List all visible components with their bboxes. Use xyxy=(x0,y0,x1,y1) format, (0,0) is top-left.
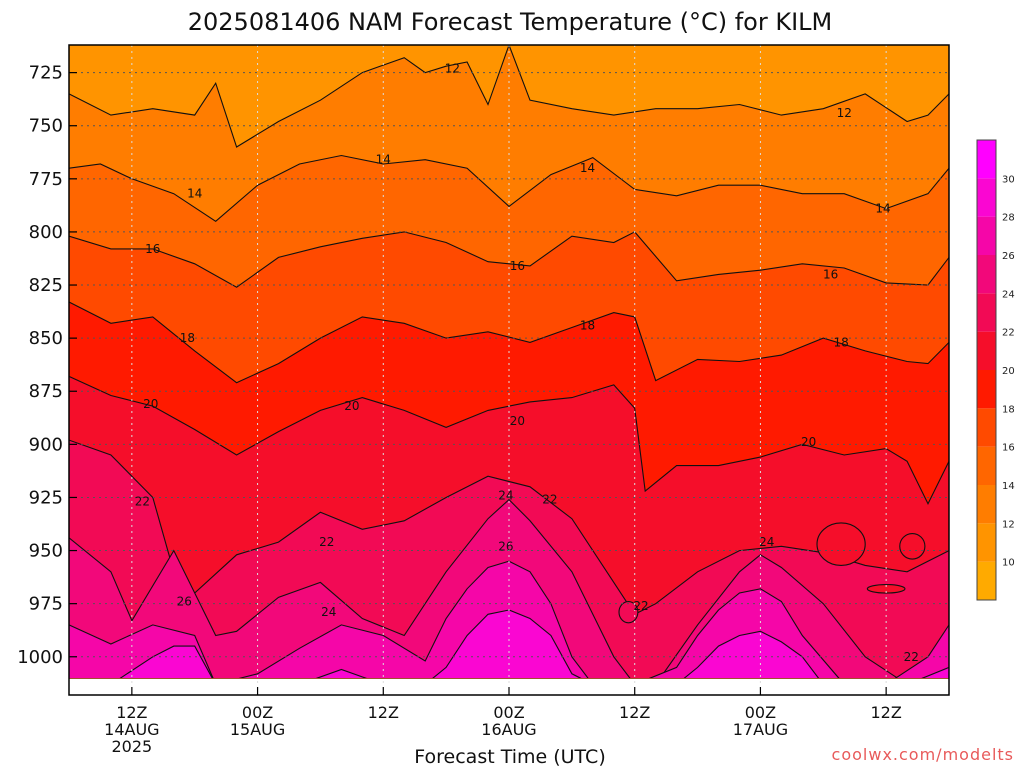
contour-label-22: 22 xyxy=(542,493,557,507)
ytick-label-775: 775 xyxy=(29,169,63,190)
colorbar-swatch-14 xyxy=(977,446,996,485)
contour-label-20: 20 xyxy=(344,399,359,413)
colorbar-frame xyxy=(976,139,997,601)
y-axis: 725 750 775 800 825 850 875 900 925 950 975 1000 xyxy=(17,63,77,668)
xtick-label-24-1: 15AUG xyxy=(230,720,285,739)
warm-pocket-20 xyxy=(866,583,906,594)
contour-label-16: 16 xyxy=(145,242,160,256)
contour-label-26: 26 xyxy=(498,539,513,553)
warm-pocket-22 xyxy=(618,600,639,624)
ytick-label-825: 825 xyxy=(29,275,63,296)
ytick-label-850: 850 xyxy=(29,328,63,349)
colorbar-swatch-22 xyxy=(977,293,996,332)
colorbar-label-10: 10 xyxy=(1002,558,1015,569)
ytick-label-800: 800 xyxy=(29,222,63,243)
colorbar-label-24: 24 xyxy=(1002,289,1015,300)
xtick-label-48-0: 00Z xyxy=(493,703,524,722)
colorbar-swatch-18 xyxy=(977,370,996,409)
isotherm-16 xyxy=(69,231,949,288)
colorbar-swatch-30 xyxy=(977,140,996,179)
colorbar-swatch-28 xyxy=(977,178,996,217)
contour-label-16: 16 xyxy=(510,259,525,273)
ytick-label-875: 875 xyxy=(29,381,63,402)
colorbar-label-30: 30 xyxy=(1002,174,1015,185)
ytick-label-925: 925 xyxy=(29,487,63,508)
contour-label-26: 26 xyxy=(177,595,192,609)
contour-label-18: 18 xyxy=(180,331,195,345)
colorbar-swatch-12 xyxy=(977,485,996,524)
xtick-label-84-0: 12Z xyxy=(870,703,901,722)
xtick-label-60-0: 12Z xyxy=(619,703,650,722)
colorbar-label-28: 28 xyxy=(1002,213,1015,224)
xtick-label-36-0: 12Z xyxy=(368,703,399,722)
contour-label-18: 18 xyxy=(833,335,848,349)
colorbar-swatch-24 xyxy=(977,255,996,294)
isotherm-14 xyxy=(69,154,949,222)
chart-title: 2025081406 NAM Forecast Temperature (°C)… xyxy=(188,8,833,36)
contour-label-16: 16 xyxy=(823,267,838,281)
warm-pocket-20 xyxy=(899,533,926,560)
contour-label-22: 22 xyxy=(135,495,150,509)
colorbar-label-14: 14 xyxy=(1002,481,1015,492)
contour-label-20: 20 xyxy=(510,414,525,428)
grid-lines xyxy=(69,45,949,695)
colorbar-swatch-10 xyxy=(977,523,996,562)
contour-label-14: 14 xyxy=(580,161,595,175)
contour-label-12: 12 xyxy=(837,106,852,120)
colorbar-swatch-20 xyxy=(977,331,996,370)
xtick-label-72-0: 00Z xyxy=(745,703,776,722)
isotherm-18 xyxy=(69,301,949,384)
contour-label-20: 20 xyxy=(143,397,158,411)
xtick-label-24-0: 00Z xyxy=(242,703,273,722)
contour-labels: 12 12 14 14 14 14 16 16 16 18 18 18 20 20 20 20 22 22 22 22… xyxy=(135,61,919,663)
isotherm-24 xyxy=(69,498,949,686)
colorbar: 10 12 14 16 18 20 22 24 26 28 30 xyxy=(976,139,1015,601)
contour-label-14: 14 xyxy=(187,187,202,201)
colorbar-swatch-16 xyxy=(977,408,996,447)
colorbar-label-18: 18 xyxy=(1002,404,1015,415)
colorbar-label-16: 16 xyxy=(1002,443,1015,454)
contour-label-20: 20 xyxy=(801,435,816,449)
contour-label-22: 22 xyxy=(633,599,648,613)
isotherm-20 xyxy=(69,375,949,506)
ground-strip xyxy=(69,678,949,679)
xtick-label-12-1: 14AUG xyxy=(104,720,159,739)
contour-label-18: 18 xyxy=(580,318,595,332)
colorbar-label-22: 22 xyxy=(1002,328,1015,339)
contour-label-12: 12 xyxy=(445,61,460,75)
x-axis-title: Forecast Time (UTC) xyxy=(414,746,605,768)
credit-text: coolwx.com/modelts xyxy=(832,745,1014,764)
xtick-label-72-1: 17AUG xyxy=(733,720,788,739)
ytick-label-950: 950 xyxy=(29,541,63,562)
colorbar-label-20: 20 xyxy=(1002,366,1015,377)
xtick-label-12-2: 2025 xyxy=(111,737,152,756)
contour-label-22: 22 xyxy=(319,535,334,549)
contour-label-24: 24 xyxy=(321,605,336,619)
contour-label-14: 14 xyxy=(376,153,391,167)
colorbar-label-26: 26 xyxy=(1002,251,1015,262)
isotherm-26 xyxy=(69,560,949,686)
contour-label-24: 24 xyxy=(759,535,774,549)
warm-pocket-20 xyxy=(816,522,866,566)
xtick-label-12-0: 12Z xyxy=(116,703,147,722)
colorbar-swatch-26 xyxy=(977,216,996,255)
contour-label-22: 22 xyxy=(904,650,919,664)
ytick-label-750: 750 xyxy=(29,116,63,137)
colorbar-swatch-8 xyxy=(977,561,996,600)
ytick-label-975: 975 xyxy=(29,594,63,615)
isotherm-12 xyxy=(69,45,949,148)
contour-label-24: 24 xyxy=(498,488,513,502)
contour-label-14: 14 xyxy=(875,202,890,216)
ytick-label-900: 900 xyxy=(29,434,63,455)
xtick-label-48-1: 16AUG xyxy=(481,720,536,739)
ytick-label-725: 725 xyxy=(29,63,63,84)
colorbar-label-12: 12 xyxy=(1002,519,1015,530)
ytick-label-1000: 1000 xyxy=(17,647,63,668)
